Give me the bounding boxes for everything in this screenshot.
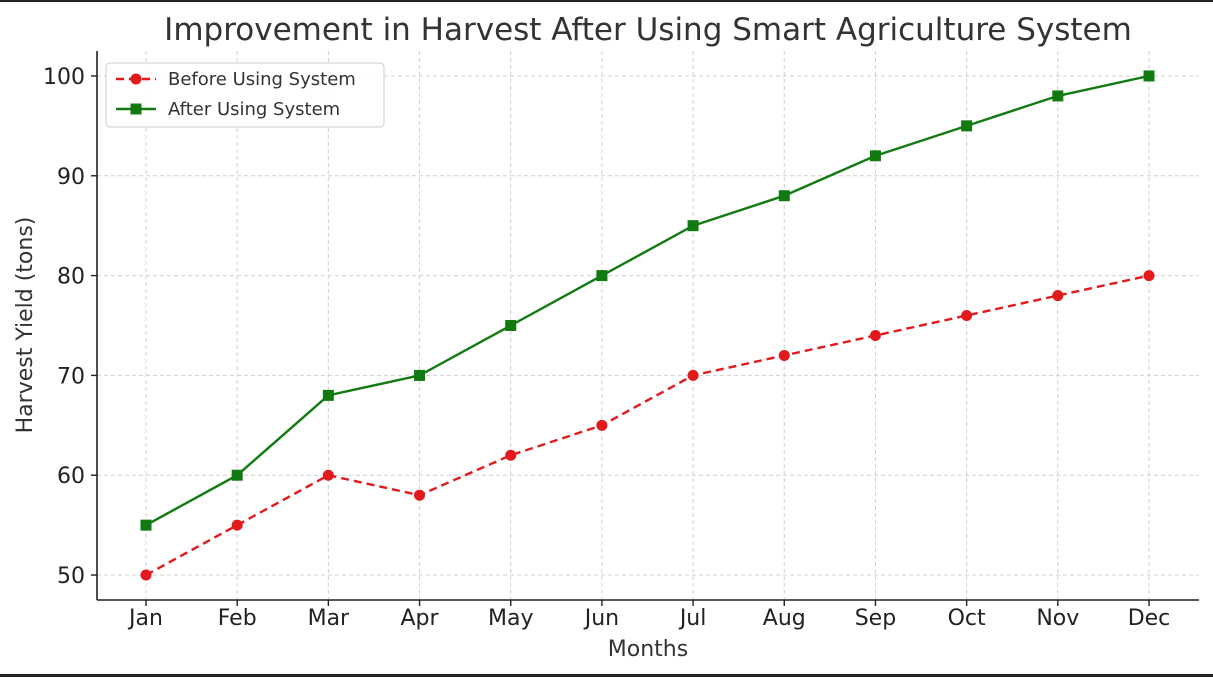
data-point <box>869 329 881 341</box>
data-point <box>596 419 608 431</box>
series-after <box>140 70 1155 531</box>
data-point <box>322 389 334 401</box>
data-point <box>140 569 152 581</box>
x-tick-label: Jun <box>583 606 619 631</box>
x-tick-label: Apr <box>401 606 440 631</box>
data-point <box>687 369 699 381</box>
legend: Before Using System After Using System <box>105 62 385 128</box>
y-tick-label: 80 <box>57 265 85 290</box>
data-point <box>778 349 790 361</box>
data-point <box>869 150 881 162</box>
data-point <box>231 519 243 531</box>
legend-item: After Using System <box>116 99 340 120</box>
y-tick-label: 60 <box>57 464 85 489</box>
x-tick-label: Aug <box>763 606 806 631</box>
x-tick-label: Sep <box>855 606 896 631</box>
series-lines <box>140 70 1155 581</box>
x-tick-label: Nov <box>1036 606 1079 631</box>
legend-label: After Using System <box>168 99 340 120</box>
data-point <box>687 220 699 232</box>
data-point <box>1143 270 1155 282</box>
x-tick-label: Feb <box>218 606 257 631</box>
axes <box>91 51 1199 606</box>
data-point <box>414 369 426 381</box>
data-point <box>1052 90 1064 102</box>
x-tick-label: Oct <box>948 606 986 631</box>
series-line <box>145 274 1150 577</box>
legend-item: Before Using System <box>116 69 356 90</box>
x-tick-label: May <box>488 606 533 631</box>
data-point <box>1052 290 1064 302</box>
x-tick-label: Dec <box>1128 606 1171 631</box>
chart-title: Improvement in Harvest After Using Smart… <box>164 12 1132 48</box>
tick-labels: Jan Feb Mar Apr May Jun Jul Aug Sep Oct Nov Dec 50 60… <box>43 65 1170 631</box>
legend-marker <box>130 103 142 115</box>
data-point <box>322 469 334 481</box>
x-tick-label: Jan <box>127 606 163 631</box>
y-tick-label: 90 <box>57 165 85 190</box>
data-point <box>596 270 608 282</box>
grid <box>97 51 1199 600</box>
series-line <box>145 74 1150 527</box>
data-point <box>414 489 426 501</box>
series-before <box>140 270 1155 581</box>
data-point <box>778 190 790 202</box>
legend-marker <box>130 73 142 85</box>
y-tick-label: 100 <box>43 65 85 90</box>
y-tick-label: 50 <box>57 564 85 589</box>
x-axis-label: Months <box>608 637 688 662</box>
data-point <box>1143 70 1155 82</box>
y-axis-label: Harvest Yield (tons) <box>13 217 38 434</box>
x-tick-label: Jul <box>678 606 707 631</box>
legend-label: Before Using System <box>168 69 356 90</box>
data-point <box>961 120 973 132</box>
data-point <box>140 519 152 531</box>
y-tick-label: 70 <box>57 364 85 389</box>
data-point <box>505 449 517 461</box>
legend-box <box>105 62 385 128</box>
x-tick-label: Mar <box>308 606 350 631</box>
data-point <box>961 310 973 322</box>
data-point <box>505 320 517 331</box>
data-point <box>231 469 243 481</box>
